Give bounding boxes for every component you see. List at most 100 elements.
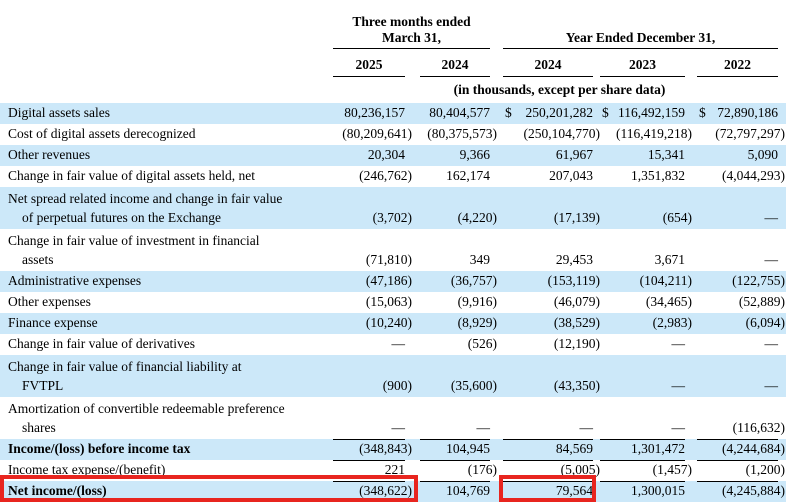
year-header-row: 2025 2024 2024 2023 2022 [0, 48, 786, 77]
label-column-spacer [0, 48, 333, 76]
column-gap [405, 48, 420, 76]
value-cell: (36,757) [420, 271, 497, 292]
row-label-line: Other revenues [8, 147, 91, 162]
table-row: Administrative expenses (47,186) (36,757) (… [0, 271, 786, 292]
value-cell: — [697, 229, 779, 271]
value-cell: 20,304 [333, 145, 405, 166]
row-label-line: Net spread related income and change in … [8, 191, 283, 206]
column-gap [778, 439, 786, 460]
table-row: Income/(loss) before income tax (348,843)… [0, 439, 786, 461]
value-cell: (900) [333, 355, 412, 397]
row-label: Net spread related income and change in … [0, 187, 333, 229]
year-column-header: 2024 [420, 48, 490, 77]
cell-value-text: 207,043 [549, 168, 593, 183]
cell-value-text: 5,090 [747, 147, 779, 162]
dollar-sign: $ [602, 105, 609, 120]
cell-value-text: (9,916) [457, 294, 497, 309]
cell-value-text: — [391, 336, 406, 351]
column-gap [685, 48, 697, 76]
value-cell: — [420, 397, 491, 440]
cell-value-text: (250,104,770) [523, 126, 601, 141]
cell-value-text: 61,967 [555, 147, 593, 162]
column-gap [593, 397, 600, 439]
value-cell: (71,810) [333, 229, 412, 271]
value-cell: 3,671 [600, 229, 685, 271]
value-cell: (9,916) [420, 292, 497, 313]
cell-value-text: 72,890,186 [717, 105, 779, 120]
column-gap [778, 0, 786, 48]
row-label-line: Income tax expense/(benefit) [8, 462, 166, 477]
column-gap [593, 271, 600, 292]
value-cell: (34,465) [600, 292, 692, 313]
column-gap [490, 48, 503, 76]
value-cell: (72,797,297) [697, 124, 785, 145]
row-label-line: Administrative expenses [8, 273, 142, 288]
column-gap [490, 0, 503, 48]
value-cell: (250,104,770) [503, 124, 601, 145]
table-row: Other revenues 20,304 9,366 61,967 15,341 5,0… [0, 145, 786, 166]
cell-value-text: (3,702) [372, 210, 412, 225]
cell-value-text: (46,079) [553, 294, 600, 309]
row-label: Finance expense [0, 313, 333, 334]
group-label-line: March 31, [382, 29, 441, 45]
cell-value-text: (348,622) [359, 482, 412, 498]
table-row: Change in fair value of digital assets h… [0, 166, 786, 187]
row-label: Change in fair value of digital assets h… [0, 166, 333, 187]
cell-value-text: 3,671 [654, 252, 685, 267]
column-gap [778, 271, 786, 292]
value-cell: (47,186) [333, 271, 412, 292]
row-label: Income tax expense/(benefit) [0, 460, 333, 481]
table-row: Change in fair value of financial liabil… [0, 355, 786, 397]
column-gap [685, 229, 697, 271]
column-gap [405, 439, 420, 460]
column-gap [778, 334, 786, 355]
cell-value-text: — [476, 419, 491, 435]
cell-value-text: (35,600) [450, 378, 497, 393]
value-cell: (12,190) [503, 334, 600, 355]
value-cell: (246,762) [333, 166, 412, 187]
value-cell: (3,702) [333, 187, 412, 229]
row-label-line: Change in fair value of derivatives [8, 336, 196, 351]
cell-value-text: 104,945 [446, 440, 490, 456]
cell-value-text: (71,810) [365, 252, 412, 267]
value-cell: 5,090 [697, 145, 779, 166]
column-gap [778, 103, 786, 124]
column-gap [685, 439, 697, 460]
cell-value-text: (34,465) [645, 294, 692, 309]
column-gap [778, 229, 786, 271]
cell-value-text: (52,889) [738, 294, 786, 309]
column-gap [490, 481, 503, 502]
cell-value-text: 15,341 [647, 147, 685, 162]
column-gap [405, 271, 420, 292]
units-note-row: (in thousands, except per share data) [0, 76, 786, 103]
cell-value-text: — [764, 210, 779, 225]
row-label-line: Income/(loss) before income tax [8, 441, 191, 456]
cell-value-text: (4,044,293) [722, 168, 786, 183]
cell-value-text: (176) [467, 461, 497, 477]
row-label-line: of perpetual futures on the Exchange [22, 210, 222, 225]
cell-value-text: — [671, 419, 686, 435]
column-gap [490, 355, 503, 397]
value-cell: — [697, 334, 779, 355]
cell-value-text: 162,174 [446, 168, 490, 183]
column-gap [593, 145, 600, 166]
value-cell: (17,139) [503, 187, 600, 229]
value-cell: (348,843) [333, 439, 412, 461]
table-row: Other expenses (15,063) (9,916) (46,079) (34… [0, 292, 786, 313]
value-cell: 162,174 [420, 166, 490, 187]
label-column-spacer [0, 76, 333, 103]
value-cell: $116,492,159 [600, 103, 685, 124]
value-cell: 61,967 [503, 145, 593, 166]
value-cell: (348,622) [333, 481, 412, 502]
row-label-line: Net income/(loss) [8, 483, 107, 498]
value-cell: (654) [600, 187, 692, 229]
cell-value-text: (526) [467, 336, 497, 351]
group-label-line: Three months ended [352, 13, 471, 29]
value-cell: $250,201,282 [503, 103, 593, 124]
value-cell: (4,044,293) [697, 166, 785, 187]
value-cell: (4,244,684) [697, 439, 785, 461]
group-label-line: Year Ended December 31, [565, 29, 716, 45]
table-row: Net spread related income and change in … [0, 187, 786, 229]
cell-value-text: (17,139) [553, 210, 600, 225]
units-note: (in thousands, except per share data) [453, 82, 666, 97]
